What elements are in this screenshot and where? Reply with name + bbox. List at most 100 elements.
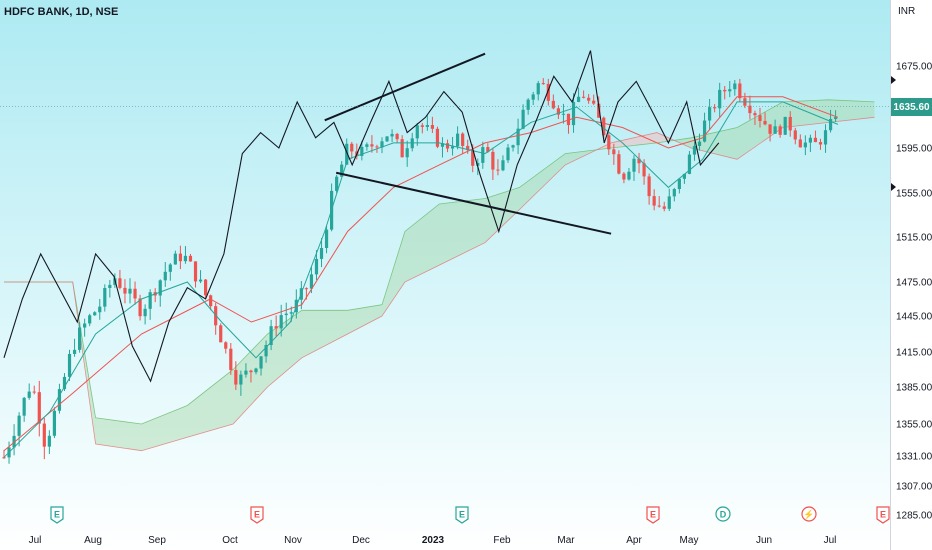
candle-body[interactable] <box>67 353 72 377</box>
candle-body[interactable] <box>808 137 812 143</box>
candle-body[interactable] <box>42 423 46 447</box>
candle-body[interactable] <box>682 173 686 179</box>
candle-body[interactable] <box>753 113 757 116</box>
candle-body[interactable] <box>62 376 67 390</box>
candle-body[interactable] <box>209 295 213 307</box>
candle-body[interactable] <box>360 146 364 156</box>
candle-body[interactable] <box>148 292 152 309</box>
candle-body[interactable] <box>395 133 399 140</box>
candle-body[interactable] <box>576 96 581 102</box>
candle-body[interactable] <box>123 287 127 294</box>
earnings-badge-icon[interactable] <box>250 506 264 524</box>
candle-body[interactable] <box>17 415 21 436</box>
candle-body[interactable] <box>450 146 455 149</box>
candle-body[interactable] <box>2 457 6 459</box>
candle-body[interactable] <box>697 141 702 146</box>
candle-body[interactable] <box>546 83 550 101</box>
candle-body[interactable] <box>561 113 566 115</box>
candle-body[interactable] <box>128 288 132 294</box>
candle-body[interactable] <box>244 370 248 375</box>
candle-body[interactable] <box>708 107 712 121</box>
candle-body[interactable] <box>607 135 611 150</box>
candle-body[interactable] <box>229 348 233 371</box>
candle-body[interactable] <box>350 143 354 152</box>
candle-body[interactable] <box>420 125 424 127</box>
candle-body[interactable] <box>57 389 62 411</box>
candle-body[interactable] <box>456 133 460 147</box>
candle-body[interactable] <box>98 306 102 313</box>
candle-body[interactable] <box>274 326 278 329</box>
candle-body[interactable] <box>345 143 349 165</box>
dividend-badge-icon[interactable] <box>715 506 731 522</box>
candle-body[interactable] <box>370 144 374 147</box>
candle-body[interactable] <box>677 178 681 190</box>
earnings-badge-icon[interactable] <box>50 506 64 524</box>
candle-body[interactable] <box>723 89 727 92</box>
candle-body[interactable] <box>375 146 379 148</box>
candle-body[interactable] <box>566 113 571 126</box>
candle-body[interactable] <box>834 117 838 120</box>
candle-body[interactable] <box>571 101 576 126</box>
candle-body[interactable] <box>541 83 545 85</box>
plot-area[interactable] <box>0 0 890 550</box>
candle-body[interactable] <box>803 142 807 148</box>
candle-body[interactable] <box>748 105 752 114</box>
candle-body[interactable] <box>52 410 56 436</box>
candle-body[interactable] <box>627 171 631 180</box>
candle-body[interactable] <box>289 312 293 314</box>
candle-body[interactable] <box>163 271 167 281</box>
candle-body[interactable] <box>143 308 147 317</box>
candle-body[interactable] <box>657 205 661 207</box>
candle-body[interactable] <box>582 96 586 98</box>
triangle-lower-line[interactable] <box>335 171 612 235</box>
candle-body[interactable] <box>728 89 732 92</box>
candle-body[interactable] <box>304 288 308 290</box>
candle-body[interactable] <box>204 279 208 296</box>
candle-body[interactable] <box>335 176 339 191</box>
candle-body[interactable] <box>188 255 193 262</box>
candle-body[interactable] <box>556 108 560 115</box>
candle-body[interactable] <box>309 274 314 289</box>
candle-body[interactable] <box>88 315 92 324</box>
candle-body[interactable] <box>365 144 369 147</box>
candle-body[interactable] <box>798 139 802 148</box>
candle-body[interactable] <box>793 130 797 140</box>
candle-body[interactable] <box>647 176 651 197</box>
candle-body[interactable] <box>471 150 475 166</box>
candle-body[interactable] <box>672 189 676 197</box>
candle-body[interactable] <box>496 169 500 171</box>
candle-body[interactable] <box>138 298 142 317</box>
candle-body[interactable] <box>284 313 288 316</box>
candle-body[interactable] <box>37 392 41 424</box>
candle-body[interactable] <box>813 137 818 143</box>
candle-body[interactable] <box>516 128 520 146</box>
candle-body[interactable] <box>622 173 626 180</box>
candle-body[interactable] <box>264 345 268 357</box>
candle-body[interactable] <box>224 342 228 349</box>
candle-body[interactable] <box>47 435 51 447</box>
candle-body[interactable] <box>390 133 394 137</box>
candle-body[interactable] <box>279 315 283 329</box>
candle-body[interactable] <box>183 255 188 262</box>
candle-body[interactable] <box>783 116 787 135</box>
candle-body[interactable] <box>415 125 419 139</box>
split-badge-icon[interactable] <box>801 506 817 522</box>
candle-body[interactable] <box>778 126 782 135</box>
candle-body[interactable] <box>692 145 697 155</box>
candle-body[interactable] <box>788 116 792 131</box>
candle-body[interactable] <box>551 100 555 109</box>
candle-body[interactable] <box>667 196 671 209</box>
candle-body[interactable] <box>27 391 31 398</box>
candle-body[interactable] <box>78 327 82 350</box>
candle-body[interactable] <box>405 148 409 158</box>
candle-body[interactable] <box>254 368 258 373</box>
candle-body[interactable] <box>818 142 823 145</box>
candle-body[interactable] <box>22 397 26 416</box>
candle-body[interactable] <box>501 160 505 171</box>
candle-body[interactable] <box>269 326 273 346</box>
earnings-badge-icon[interactable] <box>646 506 660 524</box>
candle-body[interactable] <box>380 141 384 148</box>
candle-body[interactable] <box>198 279 203 282</box>
candle-body[interactable] <box>219 325 223 343</box>
candle-body[interactable] <box>249 370 253 373</box>
